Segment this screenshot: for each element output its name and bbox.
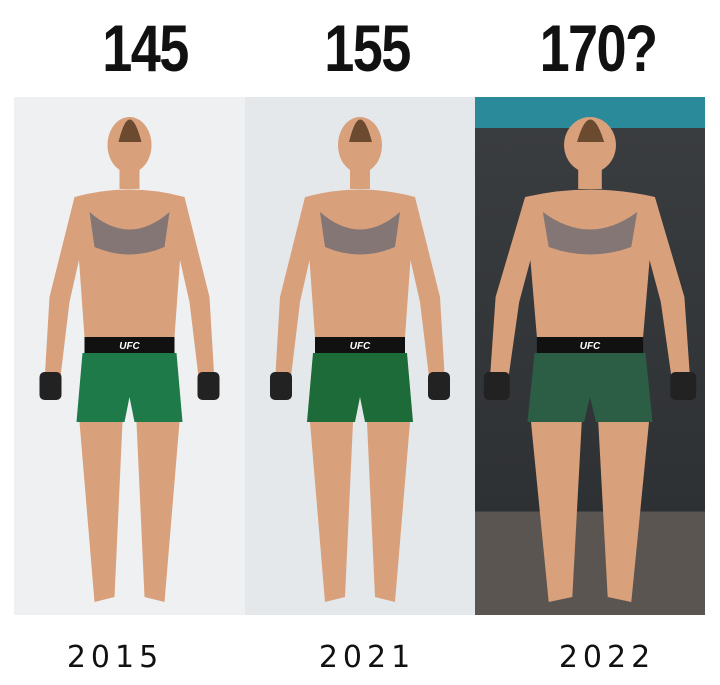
year-label-1: 2015 (66, 640, 164, 675)
photo-2022: UFC (475, 97, 705, 615)
weight-label-1: 145 (102, 11, 189, 85)
year-label-3: 2022 (558, 640, 656, 675)
fighter-figure: UFC (483, 117, 697, 602)
fighter-figure: UFC (39, 117, 220, 602)
weight-label-2: 155 (324, 11, 411, 85)
weight-label-3: 170? (539, 11, 658, 85)
photo-2015: UFC (14, 97, 245, 615)
svg-text:UFC: UFC (350, 341, 371, 352)
year-label-2: 2021 (318, 640, 416, 675)
fighter-figure: UFC (270, 117, 450, 602)
photo-2021: UFC (245, 97, 475, 615)
svg-text:UFC: UFC (580, 341, 601, 352)
svg-text:UFC: UFC (119, 341, 140, 352)
